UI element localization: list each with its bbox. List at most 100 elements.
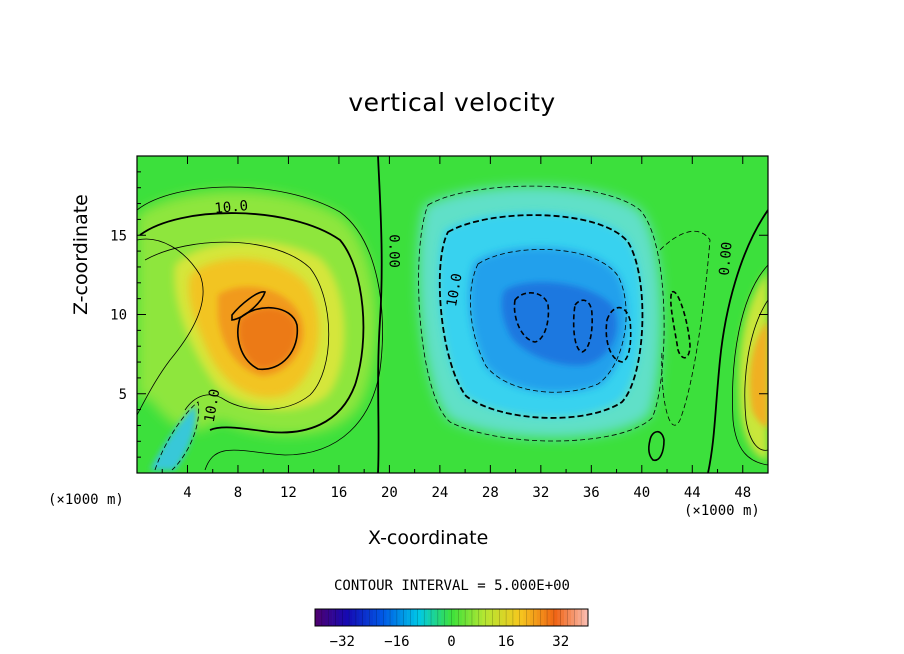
colorbar-swatch	[352, 609, 357, 626]
colorbar-swatch	[560, 609, 565, 626]
colorbar-swatch	[567, 609, 572, 626]
colorbar-swatch	[448, 609, 452, 626]
contour-label: 0.00	[717, 241, 736, 276]
colorbar-swatch	[533, 609, 538, 626]
colorbar-swatch	[383, 609, 387, 626]
y-tick-label: 5	[119, 387, 127, 403]
colorbar-tick-label: 32	[552, 634, 569, 650]
colorbar-swatch	[349, 609, 353, 626]
x-tick-label: 28	[482, 485, 499, 501]
colorbar-swatch	[584, 609, 589, 626]
colorbar-swatch	[536, 609, 541, 626]
colorbar-swatch	[547, 609, 551, 626]
colorbar-swatch	[396, 609, 401, 626]
colorbar-swatch	[400, 609, 405, 626]
colorbar-swatch	[523, 609, 527, 626]
colorbar-swatch	[499, 609, 503, 626]
contour-label: 10.0	[202, 388, 224, 424]
colorbar-swatch	[451, 609, 456, 626]
x-tick-label: 32	[532, 485, 549, 501]
colorbar-swatch	[355, 609, 360, 626]
colorbar-swatch	[471, 609, 476, 626]
colorbar-swatch	[454, 609, 459, 626]
colorbar-swatch	[338, 609, 343, 626]
contour-interval-label: CONTOUR INTERVAL = 5.000E+00	[333, 578, 570, 594]
colorbar-swatch	[444, 609, 449, 626]
contour-label: 10.0	[444, 272, 466, 308]
colorbar-swatch	[417, 609, 422, 626]
colorbar-swatch	[413, 609, 418, 626]
colorbar-swatch	[437, 609, 442, 626]
x-tick-label: 8	[234, 485, 242, 501]
colorbar-swatch	[318, 609, 323, 626]
colorbar-swatch	[332, 609, 336, 626]
colorbar-swatch	[577, 609, 582, 626]
x-unit-right: (×1000 m)	[684, 503, 760, 519]
colorbar-swatch	[315, 609, 319, 626]
colorbar-swatch	[485, 609, 490, 626]
colorbar-swatch	[519, 609, 524, 626]
x-tick-label: 12	[280, 485, 297, 501]
velocity-field	[137, 156, 768, 473]
colorbar-swatch	[465, 609, 469, 626]
x-tick-label: 20	[381, 485, 398, 501]
colorbar-swatch	[482, 609, 486, 626]
colorbar-tick-label: 16	[498, 634, 515, 650]
colorbar-swatch	[321, 609, 326, 626]
colorbar-swatch	[557, 609, 561, 626]
colorbar-swatch	[574, 609, 579, 626]
x-tick-label: 40	[633, 485, 650, 501]
y-tick-label: 15	[110, 228, 127, 244]
colorbar-swatch	[475, 609, 480, 626]
contour-label: 10.0	[214, 198, 249, 217]
colorbar-swatch	[366, 609, 370, 626]
colorbar-swatch	[570, 609, 575, 626]
colorbar-swatch	[427, 609, 432, 626]
colorbar-swatch	[489, 609, 493, 626]
colorbar-tick-label: −32	[330, 634, 355, 650]
colorbar-swatch	[335, 609, 340, 626]
colorbar-swatch	[516, 609, 521, 626]
colorbar-swatch	[410, 609, 415, 626]
colorbar-swatch	[434, 609, 439, 626]
colorbar-swatch	[403, 609, 408, 626]
colorbar-swatch	[376, 609, 381, 626]
colorbar-swatch	[581, 609, 585, 626]
colorbar-swatch	[506, 609, 510, 626]
contour-labels: 10.0 0.00 10.0 10.0 0.00	[202, 198, 736, 424]
colorbar-swatch	[379, 609, 384, 626]
x-tick-label: 44	[684, 485, 701, 501]
colorbar-swatch	[468, 609, 473, 626]
chart-title: vertical velocity	[348, 88, 556, 117]
colorbar-swatch	[431, 609, 435, 626]
colorbar-tick-label: 0	[447, 634, 455, 650]
colorbar-swatch	[461, 609, 466, 626]
colorbar-swatch	[458, 609, 463, 626]
colorbar-swatch	[543, 609, 548, 626]
colorbar-swatch	[550, 609, 555, 626]
colorbar-swatch	[362, 609, 367, 626]
x-tick-label: 4	[183, 485, 191, 501]
colorbar-swatch	[373, 609, 377, 626]
colorbar-swatch	[369, 609, 374, 626]
colorbar-swatch	[393, 609, 398, 626]
colorbar-swatch	[512, 609, 517, 626]
x-tick-label: 36	[583, 485, 600, 501]
colorbar-swatch	[390, 609, 394, 626]
x-tick-label: 24	[431, 485, 448, 501]
colorbar-swatch	[540, 609, 544, 626]
x-axis-ticks: 4 8 12 16 20 24 28 32 36 40 44 48	[161, 156, 751, 501]
colorbar-swatch	[342, 609, 347, 626]
x-axis-label: X-coordinate	[368, 527, 489, 549]
colorbar-swatch	[564, 609, 568, 626]
colorbar-swatch	[553, 609, 558, 626]
colorbar-swatch	[509, 609, 514, 626]
colorbar-swatch	[478, 609, 483, 626]
colorbar-swatch	[325, 609, 329, 626]
colorbar-frame	[314, 608, 589, 627]
colorbar: −32 −16 0 16 32	[314, 608, 589, 650]
colorbar-swatch	[386, 609, 391, 626]
y-axis-ticks: 5 10 15	[110, 171, 768, 458]
colorbar-swatch	[441, 609, 445, 626]
